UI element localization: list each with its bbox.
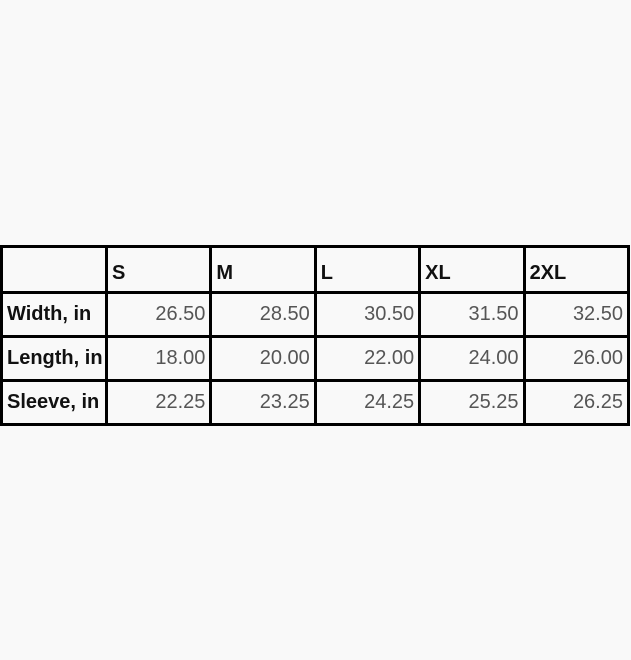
column-header: M bbox=[209, 245, 317, 294]
cell-value: 28.50 bbox=[209, 291, 317, 338]
cell-value: 22.00 bbox=[313, 335, 422, 382]
data-row: Width, in 26.50 28.50 30.50 31.50 32.50 bbox=[0, 291, 631, 338]
row-label: Width, in bbox=[0, 291, 108, 338]
cell-value: 20.00 bbox=[209, 335, 317, 382]
cell-value: 32.50 bbox=[522, 291, 631, 338]
cell-value: 18.00 bbox=[104, 335, 213, 382]
column-header: S bbox=[104, 245, 213, 294]
cell-value: 24.00 bbox=[418, 335, 526, 382]
size-table: S M L XL 2XL Width, in 26.50 28.50 30.50 31.50 32.… bbox=[0, 245, 631, 426]
column-header: XL bbox=[418, 245, 526, 294]
cell-value: 23.25 bbox=[209, 379, 317, 426]
row-label: Sleeve, in bbox=[0, 379, 108, 426]
cell-value: 26.50 bbox=[104, 291, 213, 338]
cell-value: 30.50 bbox=[313, 291, 422, 338]
row-label: Length, in bbox=[0, 335, 108, 382]
column-header: L bbox=[313, 245, 422, 294]
data-row: Length, in 18.00 20.00 22.00 24.00 26.00 bbox=[0, 335, 631, 382]
table-body: S M L XL 2XL Width, in 26.50 28.50 30.50 31.50 32.… bbox=[0, 245, 631, 426]
cell-value: 24.25 bbox=[313, 379, 422, 426]
cell-value: 25.25 bbox=[418, 379, 526, 426]
cell-value: 31.50 bbox=[418, 291, 526, 338]
header-row: S M L XL 2XL bbox=[0, 245, 631, 294]
cell-value: 26.00 bbox=[522, 335, 631, 382]
corner-cell bbox=[0, 245, 108, 294]
column-header: 2XL bbox=[522, 245, 631, 294]
cell-value: 22.25 bbox=[104, 379, 213, 426]
cell-value: 26.25 bbox=[522, 379, 631, 426]
data-row: Sleeve, in 22.25 23.25 24.25 25.25 26.25 bbox=[0, 379, 631, 426]
